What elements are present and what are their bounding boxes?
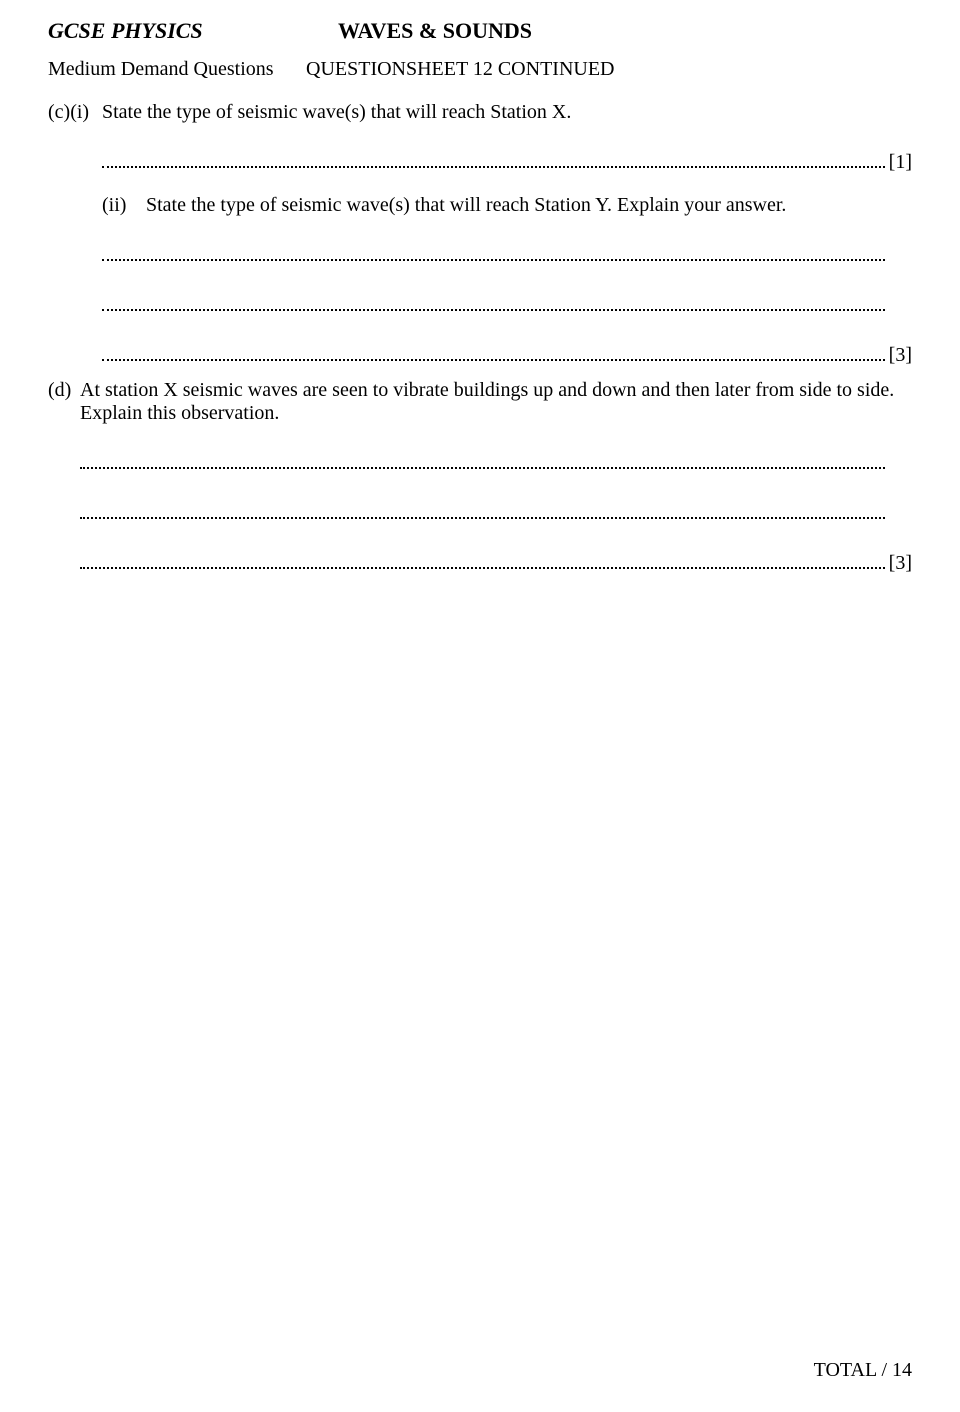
answer-line: [3] xyxy=(48,293,912,317)
total-footer: TOTAL / 14 xyxy=(814,1359,912,1382)
marks-label: [3] xyxy=(887,552,912,575)
question-text: State the type of seismic wave(s) that w… xyxy=(146,194,912,217)
dotted-fill xyxy=(80,501,885,519)
question-c-ii: (ii) State the type of seismic wave(s) t… xyxy=(48,194,912,367)
answer-line: [3] xyxy=(48,551,912,575)
answer-line: [3] xyxy=(48,451,912,475)
question-text: State the type of seismic wave(s) that w… xyxy=(102,101,912,124)
header-topic: WAVES & SOUNDS xyxy=(338,18,532,44)
question-text-line1: At station X seismic waves are seen to v… xyxy=(80,379,894,401)
demand-level: Medium Demand Questions xyxy=(48,58,306,81)
answer-line: [3] xyxy=(48,501,912,525)
header-subject: GCSE PHYSICS xyxy=(48,18,338,44)
question-row: (d) At station X seismic waves are seen … xyxy=(48,379,912,425)
marks-label: [1] xyxy=(887,151,912,174)
header-row: GCSE PHYSICS WAVES & SOUNDS xyxy=(48,18,912,44)
dotted-fill xyxy=(102,343,885,361)
marks-label: [3] xyxy=(887,344,912,367)
dotted-fill xyxy=(102,150,885,168)
answer-line: [1] xyxy=(48,150,912,174)
indent xyxy=(48,194,102,217)
worksheet-page: GCSE PHYSICS WAVES & SOUNDS Medium Deman… xyxy=(0,0,960,1412)
dotted-fill xyxy=(80,451,885,469)
question-label: (d) xyxy=(48,379,80,425)
answer-line: [3] xyxy=(48,343,912,367)
dotted-fill xyxy=(80,551,885,569)
question-text: At station X seismic waves are seen to v… xyxy=(80,379,912,425)
question-label: (ii) xyxy=(102,194,146,217)
question-row: (ii) State the type of seismic wave(s) t… xyxy=(48,194,912,217)
dotted-fill xyxy=(102,293,885,311)
question-text-line2: Explain this observation. xyxy=(80,402,279,424)
question-label: (c)(i) xyxy=(48,101,102,124)
subheader-row: Medium Demand Questions QUESTIONSHEET 12… xyxy=(48,58,912,81)
dotted-fill xyxy=(102,243,885,261)
question-d: (d) At station X seismic waves are seen … xyxy=(48,379,912,575)
question-c-i: (c)(i) State the type of seismic wave(s)… xyxy=(48,101,912,174)
question-row: (c)(i) State the type of seismic wave(s)… xyxy=(48,101,912,124)
answer-line: [3] xyxy=(48,243,912,267)
sheet-title: QUESTIONSHEET 12 CONTINUED xyxy=(306,58,615,81)
